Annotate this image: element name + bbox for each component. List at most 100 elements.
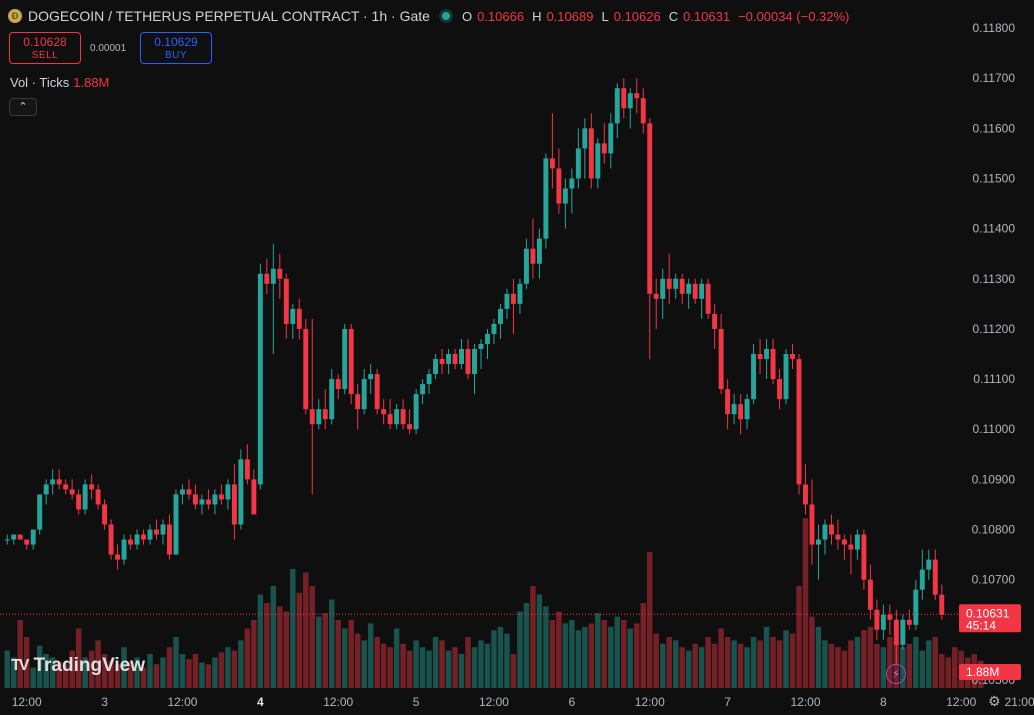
volume-bar	[731, 640, 737, 688]
volume-bar	[361, 640, 367, 688]
candle-body	[582, 128, 588, 149]
price-tick-label: 0.11000	[973, 422, 1016, 436]
candle-body	[199, 499, 205, 505]
volume-bar	[835, 647, 841, 688]
volume-bar	[913, 637, 919, 688]
tradingview-logo[interactable]: TV TradingView	[11, 655, 145, 677]
volume-bar	[685, 650, 692, 688]
sell-button[interactable]: 0.10628 SELL	[9, 32, 81, 64]
close-value: 0.10631	[683, 8, 731, 24]
candle-body	[841, 539, 847, 545]
volume-bar	[173, 637, 179, 688]
candle-body	[43, 484, 49, 495]
dogecoin-icon: Ð	[8, 9, 22, 23]
volume-bar	[95, 640, 101, 688]
volume-bar	[225, 647, 231, 688]
candle-body	[562, 188, 568, 204]
volume-value: 1.88M	[73, 75, 110, 90]
candle-body	[783, 354, 789, 400]
volume-bar	[309, 586, 315, 688]
volume-bar	[770, 637, 776, 688]
candle-body	[290, 308, 296, 324]
time-tick-label: 21:00	[1005, 695, 1034, 709]
candle-body	[218, 494, 224, 500]
candle-body	[556, 168, 562, 204]
candle-body	[679, 278, 685, 294]
candle-body	[374, 374, 380, 410]
candle-body	[731, 404, 737, 415]
candle-body	[465, 348, 471, 375]
candle-body	[89, 484, 95, 490]
volume-bar	[121, 647, 127, 688]
candle-body	[906, 619, 912, 625]
candle-body	[121, 539, 127, 560]
candle-body	[283, 278, 289, 324]
price-tick-label: 0.11300	[973, 272, 1016, 286]
candle-body	[167, 524, 172, 555]
volume-bar	[62, 664, 69, 688]
volume-bar	[82, 657, 88, 688]
candle-body	[309, 409, 315, 425]
volume-bar	[4, 650, 10, 688]
volume-bar	[484, 643, 491, 688]
volume-bar	[556, 611, 562, 688]
volume-bar	[672, 640, 679, 688]
buy-button[interactable]: 0.10629 BUY	[140, 32, 212, 64]
volume-bar	[419, 647, 426, 688]
high-value: 0.10689	[546, 8, 594, 24]
volume-bar	[510, 654, 517, 688]
candle-body	[4, 539, 10, 541]
volume-bar	[724, 637, 731, 688]
lightning-icon[interactable]: ⚡	[886, 664, 906, 684]
volume-bar	[374, 637, 380, 688]
volume-bar	[413, 640, 419, 688]
volume-bar	[296, 592, 303, 688]
volume-bar	[30, 667, 36, 688]
collapse-legend-button[interactable]: ⌃	[9, 98, 37, 116]
price-tick-label: 0.10800	[972, 523, 1016, 537]
volume-bar	[445, 650, 452, 688]
candle-body	[777, 379, 782, 400]
close-label: C	[668, 8, 679, 24]
volume-bar	[212, 657, 218, 688]
candle-body	[355, 394, 361, 410]
candle-body	[751, 354, 757, 400]
candle-body	[485, 333, 490, 344]
volume-bar	[906, 643, 913, 688]
candle-body	[595, 143, 601, 179]
volume-legend[interactable]: Vol · Ticks 1.88M	[10, 75, 109, 90]
price-tick-label: 0.11200	[973, 322, 1016, 336]
volume-bar	[218, 652, 225, 688]
candle-body	[205, 499, 211, 505]
volume-bar	[945, 657, 951, 688]
volume-bar	[848, 640, 854, 688]
candle-body	[627, 93, 633, 109]
candle-body	[608, 123, 614, 154]
candle-body	[926, 559, 932, 570]
candle-body	[686, 283, 692, 294]
candle-body	[549, 158, 555, 169]
candle-body	[30, 529, 36, 545]
volume-bar	[653, 633, 659, 688]
volume-bar	[11, 657, 17, 688]
volume-bar	[887, 637, 893, 688]
symbol-title[interactable]: DOGECOIN / TETHERUS PERPETUAL CONTRACT ·…	[28, 8, 430, 24]
volume-bar	[166, 647, 173, 688]
gear-icon[interactable]: ⚙	[988, 693, 1001, 709]
volume-bar	[23, 637, 30, 688]
candle-body	[770, 348, 776, 380]
candle-body	[37, 494, 43, 530]
candle-body	[420, 384, 426, 395]
price-tick-label: 0.11800	[973, 21, 1016, 35]
candle-body	[478, 343, 484, 349]
volume-bar	[692, 643, 698, 688]
candle-body	[56, 479, 62, 485]
volume-bar	[815, 626, 822, 688]
volume-bar	[874, 643, 880, 688]
volume-bar	[439, 640, 445, 688]
volume-bar	[647, 552, 653, 688]
candle-body	[277, 268, 283, 279]
volume-bar	[199, 662, 205, 688]
